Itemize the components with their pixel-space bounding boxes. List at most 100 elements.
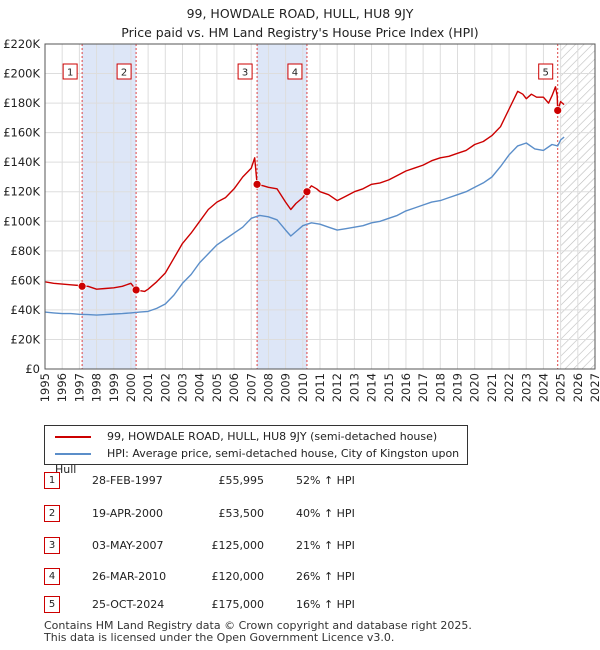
x-tick-label: 2018 (433, 373, 447, 402)
sale-point (131, 285, 141, 295)
shaded-period (257, 44, 307, 369)
sale-hpi-change: 26% ↑ HPI (296, 570, 355, 583)
plot-frame (44, 43, 596, 370)
legend-item-property: 99, HOWDALE ROAD, HULL, HU8 9JY (semi-de… (55, 429, 437, 445)
sale-date: 19-APR-2000 (92, 507, 164, 520)
footer-attribution: Contains HM Land Registry data © Crown c… (44, 620, 472, 644)
sale-date: 25-OCT-2024 (92, 598, 165, 611)
x-tick-label: 2008 (261, 373, 275, 402)
chart-title-line1: 99, HOWDALE ROAD, HULL, HU8 9JY (186, 6, 414, 21)
y-tick-label: £20K (11, 332, 41, 346)
sale-row: 2 19-APR-2000 £53,500 40% ↑ HPI (44, 505, 464, 523)
sale-date: 28-FEB-1997 (92, 474, 163, 487)
x-tick-label: 2019 (451, 373, 465, 402)
sale-number-badge: 5 (44, 596, 60, 613)
x-tick-label: 2014 (365, 373, 379, 402)
sale-point (302, 187, 312, 197)
x-tick-label: 2006 (227, 373, 241, 402)
legend-label-property: 99, HOWDALE ROAD, HULL, HU8 9JY (semi-de… (107, 430, 438, 443)
sale-point (252, 179, 262, 189)
x-tick-label: 2027 (588, 373, 600, 402)
hpi-line (44, 136, 565, 316)
x-tick-label: 1995 (38, 373, 52, 402)
sale-price: £55,995 (218, 474, 265, 487)
legend: 99, HOWDALE ROAD, HULL, HU8 9JY (semi-de… (44, 425, 468, 476)
legend-label-hpi: HPI: Average price, semi-detached house,… (55, 447, 460, 476)
x-tick-label: 2000 (124, 373, 138, 402)
sale-price: £53,500 (218, 507, 265, 520)
sale-date: 26-MAR-2010 (92, 570, 167, 583)
sale-price: £175,000 (211, 598, 265, 611)
sale-price: £120,000 (211, 570, 265, 583)
x-tick-label: 2017 (416, 373, 430, 402)
x-tick-label: 2009 (279, 373, 293, 402)
sale-label-text: 2 (121, 68, 127, 79)
sale-label-box (116, 63, 132, 80)
x-tick-label: 1997 (72, 373, 86, 402)
shaded-period (82, 44, 137, 369)
x-tick-label: 2005 (210, 373, 224, 402)
y-tick-label: £60K (11, 273, 41, 287)
x-tick-label: 2021 (485, 373, 499, 402)
y-tick-label: £220K (3, 37, 40, 51)
sale-label-box (538, 63, 554, 80)
y-tick-label: £120K (3, 185, 40, 199)
sale-row: 3 03-MAY-2007 £125,000 21% ↑ HPI (44, 537, 464, 555)
y-tick-label: £140K (3, 155, 40, 169)
sale-label-box (237, 63, 253, 80)
x-tick-label: 2020 (468, 373, 482, 402)
legend-swatch-hpi (55, 453, 91, 455)
y-tick-label: £160K (3, 126, 40, 140)
sale-point (77, 281, 87, 291)
sale-date: 03-MAY-2007 (92, 539, 164, 552)
x-tick-label: 2002 (158, 373, 172, 402)
sale-label-text: 5 (543, 68, 549, 79)
x-tick-label: 2010 (296, 373, 310, 402)
sale-row: 5 25-OCT-2024 £175,000 16% ↑ HPI (44, 596, 464, 614)
y-tick-label: £180K (3, 96, 40, 110)
sale-number-badge: 1 (44, 472, 60, 489)
sale-hpi-change: 52% ↑ HPI (296, 474, 355, 487)
sale-number-badge: 3 (44, 537, 60, 554)
sale-label-box (287, 63, 303, 80)
footer-line2: This data is licensed under the Open Gov… (44, 631, 395, 644)
x-tick-label: 1999 (107, 373, 121, 402)
x-tick-label: 2013 (347, 373, 361, 402)
x-tick-label: 2022 (502, 373, 516, 402)
x-tick-label: 2004 (193, 373, 207, 402)
sale-label-text: 3 (242, 68, 248, 79)
legend-swatch-property (55, 436, 91, 438)
y-tick-label: £40K (11, 303, 41, 317)
sale-label-text: 4 (292, 68, 298, 79)
sale-hpi-change: 40% ↑ HPI (296, 507, 355, 520)
footer-line1: Contains HM Land Registry data © Crown c… (44, 619, 472, 632)
sale-hpi-change: 16% ↑ HPI (296, 598, 355, 611)
x-tick-label: 2001 (141, 373, 155, 402)
sale-row: 1 28-FEB-1997 £55,995 52% ↑ HPI (44, 472, 464, 490)
x-tick-label: 2016 (399, 373, 413, 402)
x-tick-label: 2015 (382, 373, 396, 402)
sale-label-text: 1 (67, 68, 73, 79)
sale-row: 4 26-MAR-2010 £120,000 26% ↑ HPI (44, 568, 464, 586)
sale-price: £125,000 (211, 539, 265, 552)
x-tick-label: 2025 (554, 373, 568, 402)
x-tick-label: 2011 (313, 373, 327, 402)
x-tick-label: 1996 (55, 373, 69, 402)
y-tick-label: £200K (3, 67, 40, 81)
x-tick-label: 1998 (90, 373, 104, 402)
chart-title: 99, HOWDALE ROAD, HULL, HU8 9JY Price pa… (0, 4, 600, 42)
sale-markers: 1 2 3 4 5 (62, 63, 563, 295)
sale-point (553, 106, 563, 115)
chart-title-line2: Price paid vs. HM Land Registry's House … (121, 25, 479, 40)
sale-number-badge: 2 (44, 505, 60, 522)
y-tick-label: £80K (11, 244, 41, 258)
x-tick-label: 2024 (536, 373, 550, 402)
legend-item-hpi: HPI: Average price, semi-detached house,… (55, 446, 467, 476)
x-tick-label: 2026 (571, 373, 585, 402)
y-tick-label: £100K (3, 214, 40, 228)
sale-label-box (62, 63, 78, 80)
y-tick-label: £0 (25, 362, 40, 376)
sale-hpi-change: 21% ↑ HPI (296, 539, 355, 552)
x-tick-label: 2007 (244, 373, 258, 402)
axes: £0 £20K £40K £60K £80K £100K £120K £140K £160K £1… (3, 37, 600, 402)
